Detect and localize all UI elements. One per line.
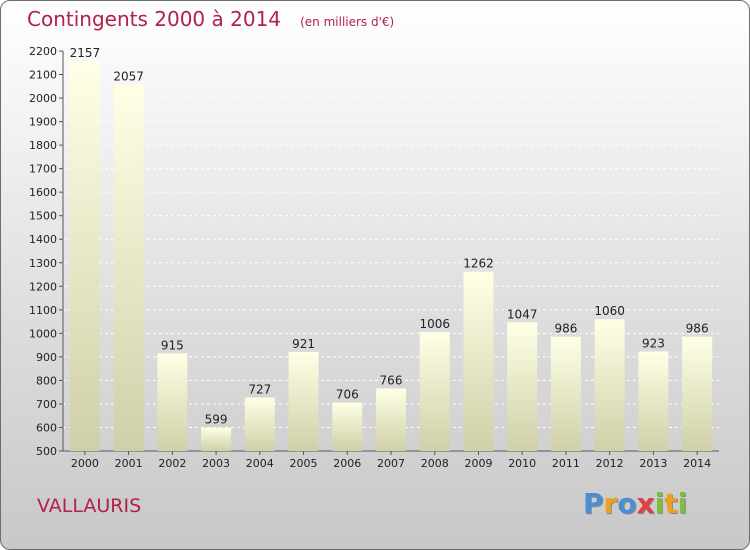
data-label: 766 [380,373,403,387]
data-label: 2157 [70,46,101,60]
bar [507,322,538,451]
x-tick-label: 2011 [552,457,580,470]
logo-letter: o [617,487,637,520]
proxiti-logo: Proxiti [583,487,687,520]
bar [682,336,713,451]
bar [201,427,232,451]
y-tick-label: 1000 [29,327,57,340]
y-tick-label: 1700 [29,163,57,176]
data-label: 2057 [113,70,144,84]
y-tick-label: 500 [36,445,57,458]
data-label: 1006 [419,317,450,331]
logo-letter: r [603,487,618,520]
y-tick-label: 1200 [29,280,57,293]
data-label: 727 [248,383,271,397]
bar [550,336,581,451]
y-tick-label: 600 [36,421,57,434]
bar [69,61,100,451]
logo-letter: P [583,487,604,520]
bar [594,319,625,451]
x-tick-label: 2012 [596,457,624,470]
bar [244,397,275,451]
data-label: 921 [292,337,315,351]
data-label: 1047 [507,307,538,321]
chart-title: Contingents 2000 à 2014 [27,7,282,31]
y-tick-label: 1300 [29,257,57,270]
y-tick-label: 1500 [29,210,57,223]
bar [638,351,669,451]
bar [157,353,188,451]
y-tick-label: 700 [36,398,57,411]
data-label: 599 [205,413,228,427]
y-tick-label: 1900 [29,116,57,129]
x-tick-label: 2010 [508,457,536,470]
bar [288,351,319,451]
data-label: 1060 [594,304,625,318]
chart-title-row: Contingents 2000 à 2014 (en milliers d'€… [27,7,394,31]
x-tick-label: 2004 [246,457,274,470]
x-tick-label: 2005 [290,457,318,470]
y-tick-label: 2100 [29,69,57,82]
bar [463,271,494,451]
x-tick-label: 2013 [639,457,667,470]
y-tick-label: 1100 [29,304,57,317]
x-tick-label: 2006 [333,457,361,470]
y-tick-label: 2200 [29,45,57,58]
data-label: 1262 [463,257,494,271]
logo-letter: x [636,487,655,520]
data-label: 915 [161,338,184,352]
y-tick-label: 2000 [29,92,57,105]
data-label: 986 [686,322,709,336]
x-tick-label: 2007 [377,457,405,470]
x-tick-label: 2001 [115,457,143,470]
logo-letter: i [654,487,665,520]
x-tick-label: 2014 [683,457,711,470]
y-tick-label: 1400 [29,233,57,246]
x-tick-label: 2008 [421,457,449,470]
y-tick-label: 1600 [29,186,57,199]
data-label: 986 [554,322,577,336]
x-tick-label: 2000 [71,457,99,470]
x-tick-label: 2003 [202,457,230,470]
logo-letter: i [677,487,688,520]
bar [332,402,363,451]
chart-subtitle: (en milliers d'€) [300,15,395,29]
bar [419,331,450,451]
x-tick-label: 2002 [158,457,186,470]
y-tick-label: 900 [36,351,57,364]
data-label: 706 [336,388,359,402]
bar [113,84,144,451]
logo-letter: t [664,487,678,520]
data-label: 923 [642,336,665,350]
y-tick-label: 800 [36,374,57,387]
bar [376,388,406,451]
y-tick-label: 1800 [29,139,57,152]
x-tick-label: 2009 [464,457,492,470]
commune-name: VALLAURIS [37,495,142,517]
